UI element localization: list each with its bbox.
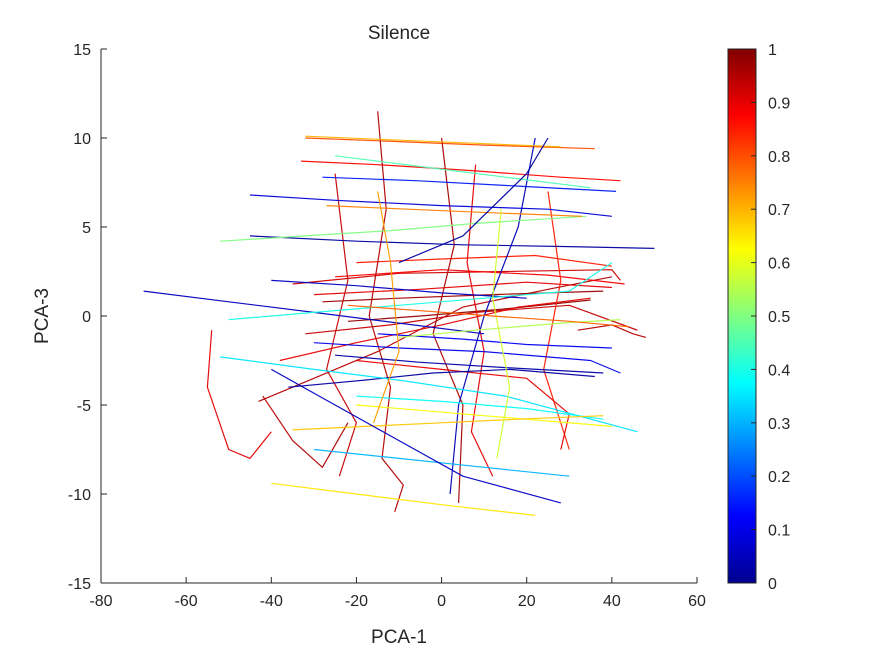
trajectory-line <box>262 395 349 468</box>
colorbar-tick-label: 0.3 <box>768 416 790 433</box>
y-tick-label: 0 <box>82 309 91 326</box>
trajectory-line <box>313 281 612 296</box>
trajectory-line <box>356 359 570 450</box>
colorbar-tick-label: 0.5 <box>768 309 790 326</box>
y-tick-label: -15 <box>68 576 91 593</box>
y-ticks: -15 -10 -5 0 5 10 15 <box>68 42 107 593</box>
trajectory-line <box>288 368 595 388</box>
trajectory-line <box>220 356 638 433</box>
x-ticks: -80 -60 -40 -20 0 20 40 60 <box>89 577 706 610</box>
trajectory-line <box>372 191 400 424</box>
trajectory-line <box>249 194 612 217</box>
trajectory-line <box>398 137 549 264</box>
trajectory-line <box>305 135 561 148</box>
x-tick-label: 20 <box>518 593 536 610</box>
y-tick-label: -10 <box>68 487 91 504</box>
trajectory-line <box>271 279 527 299</box>
trajectory-line <box>271 482 536 516</box>
y-axis-label: PCA-3 <box>32 288 53 344</box>
x-axis-label: PCA-1 <box>371 627 427 648</box>
trajectory-line <box>313 342 621 374</box>
trajectory-line <box>356 404 612 427</box>
trajectory-line <box>326 173 357 477</box>
trajectory-line <box>335 354 604 374</box>
trajectory-line <box>206 330 272 459</box>
colorbar: 0 0.1 0.2 0.3 0.4 0.5 0.6 0.7 0.8 0.9 1 <box>727 42 790 593</box>
trajectory-line <box>492 209 511 459</box>
trajectory-line <box>347 304 629 328</box>
chart-title: Silence <box>368 23 430 44</box>
trajectory-line <box>326 205 583 217</box>
colorbar-tick-label: 0.8 <box>768 149 790 166</box>
y-tick-label: 5 <box>82 220 91 237</box>
colorbar-tick-label: 0 <box>768 576 777 593</box>
y-tick-label: 15 <box>73 42 91 59</box>
trajectory-line <box>271 368 561 504</box>
trajectory-line <box>305 304 638 335</box>
trajectory-line <box>249 235 655 249</box>
y-tick-label: 10 <box>73 131 91 148</box>
colorbar-tick-label: 0.1 <box>768 523 790 540</box>
trajectory-line <box>398 319 621 338</box>
trajectory-line <box>279 297 591 362</box>
trajectory-lines <box>143 111 655 516</box>
trajectory-line <box>305 137 595 150</box>
x-tick-label: -40 <box>260 593 283 610</box>
colorbar-tick-label: 0.2 <box>768 469 790 486</box>
x-tick-label: -80 <box>89 593 112 610</box>
y-tick-label: -5 <box>77 398 91 415</box>
colorbar-tick-label: 0.9 <box>768 95 790 112</box>
x-tick-label: -20 <box>345 593 368 610</box>
plot-background <box>101 49 697 583</box>
trajectory-line <box>356 395 604 420</box>
colorbar-tick-label: 0.6 <box>768 256 790 273</box>
colorbar-tick-label: 0.4 <box>768 362 790 379</box>
colorbar-tick-label: 1 <box>768 42 777 59</box>
trajectory-line <box>313 448 570 477</box>
trajectory-line <box>220 215 587 242</box>
trajectory-line <box>449 137 536 495</box>
trajectory-line <box>335 155 591 189</box>
x-tick-label: -60 <box>175 593 198 610</box>
trajectory-line <box>577 324 647 338</box>
trajectory-line <box>377 333 612 349</box>
x-tick-label: 60 <box>688 593 706 610</box>
trajectory-line <box>356 254 612 267</box>
trajectory-line <box>292 269 621 285</box>
trajectory-line <box>368 111 404 512</box>
colorbar-ticks: 0 0.1 0.2 0.3 0.4 0.5 0.6 0.7 0.8 0.9 1 <box>751 42 790 593</box>
x-tick-label: 0 <box>437 593 446 610</box>
trajectory-line <box>228 262 613 321</box>
colorbar-tick-label: 0.7 <box>768 202 790 219</box>
x-tick-label: 40 <box>603 593 621 610</box>
trajectory-line <box>292 415 604 431</box>
trajectory-line <box>347 299 591 322</box>
trajectory-line <box>322 176 617 192</box>
trajectory-line <box>301 160 621 182</box>
